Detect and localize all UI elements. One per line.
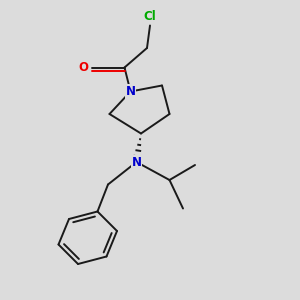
- Text: N: N: [131, 155, 142, 169]
- Text: Cl: Cl: [144, 10, 156, 22]
- Text: O: O: [79, 61, 88, 74]
- Text: N: N: [125, 85, 136, 98]
